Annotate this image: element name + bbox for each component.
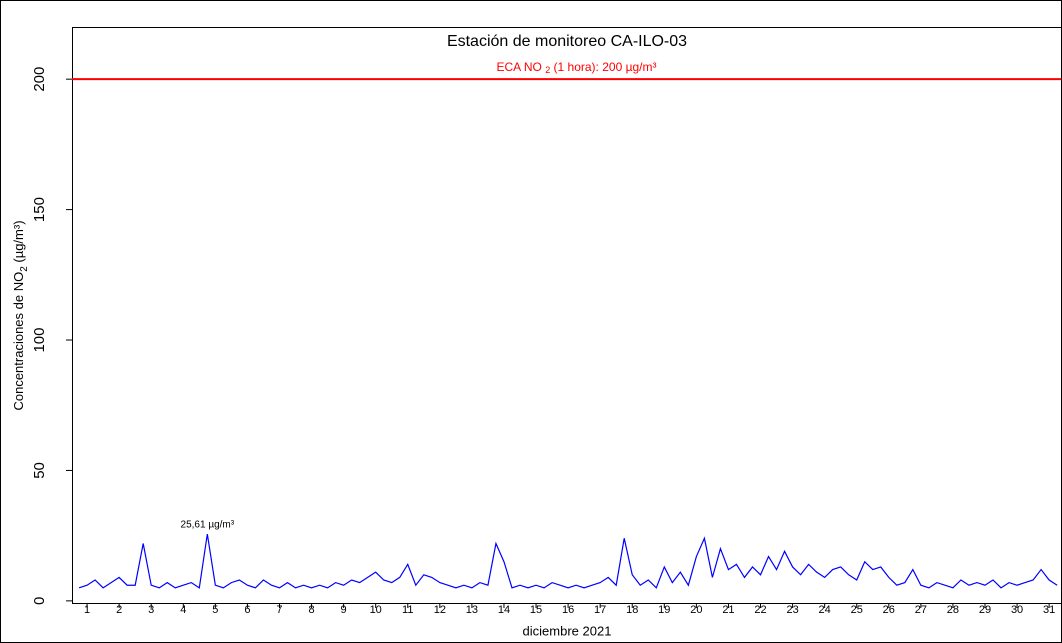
- x-tick-label: 12: [434, 604, 446, 616]
- annotation: 25,61 µg/m³: [181, 520, 235, 531]
- x-tick-label: 11: [402, 604, 413, 616]
- x-tick-label: 28: [947, 604, 959, 616]
- x-tick-label: 27: [915, 604, 927, 616]
- x-tick-label: 29: [979, 604, 991, 616]
- reference-label: ECA NO 2 (1 hora): 200 µg/m³: [497, 60, 657, 75]
- x-tick-label: 1: [84, 604, 90, 616]
- x-tick-label: 21: [722, 604, 734, 616]
- y-tick-label: 50: [31, 462, 48, 479]
- x-tick-label: 26: [883, 604, 895, 616]
- x-tick-label: 2: [116, 604, 122, 616]
- y-axis-label: Concentraciones de NO2 (µg/m³): [11, 220, 29, 410]
- chart-title: Estación de monitoreo CA-ILO-03: [447, 33, 687, 50]
- y-tick-label: 0: [31, 597, 48, 605]
- x-tick-label: 31: [1043, 604, 1055, 616]
- y-label-sub: 2: [19, 266, 30, 272]
- y-tick-label: 200: [31, 67, 48, 92]
- x-tick-label: 4: [180, 604, 186, 616]
- x-tick-label: 10: [370, 604, 382, 616]
- x-tick-label: 7: [276, 604, 282, 616]
- x-tick-label: 16: [562, 604, 574, 616]
- x-tick-label: 6: [244, 604, 250, 616]
- y-tick-label: 150: [31, 197, 48, 222]
- x-tick-label: 24: [819, 604, 831, 616]
- x-tick-label: 3: [148, 604, 154, 616]
- x-tick-label: 22: [754, 604, 766, 616]
- data-line: [78, 533, 1058, 589]
- x-tick-label: 13: [466, 604, 478, 616]
- y-label-text: (µg/m³): [11, 220, 26, 266]
- x-tick-label: 23: [786, 604, 798, 616]
- ref-label-sub: 2: [545, 66, 550, 76]
- y-label-text: Concentraciones de NO: [11, 272, 26, 411]
- x-tick-label: 14: [498, 604, 510, 616]
- x-tick-label: 5: [212, 604, 218, 616]
- x-tick-label: 25: [851, 604, 863, 616]
- x-tick-label: 17: [594, 604, 606, 616]
- x-tick-label: 8: [308, 604, 314, 616]
- x-tick-label: 15: [530, 604, 542, 616]
- y-tick-label: 100: [31, 328, 48, 353]
- x-tick-label: 20: [690, 604, 702, 616]
- ref-label-text: ECA NO: [497, 60, 546, 74]
- x-tick-label: 9: [341, 604, 347, 616]
- x-tick-label: 19: [658, 604, 670, 616]
- x-tick-label: 30: [1011, 604, 1023, 616]
- x-axis-label: diciembre 2021: [523, 623, 612, 638]
- x-tick-label: 18: [626, 604, 638, 616]
- ref-label-text: (1 hora): 200 µg/m³: [550, 60, 656, 74]
